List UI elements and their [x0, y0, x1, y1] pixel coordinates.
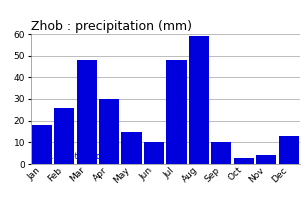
Bar	[32, 125, 52, 164]
Text: www.allmetsat.com: www.allmetsat.com	[33, 152, 108, 161]
Bar	[121, 132, 142, 164]
Bar	[54, 108, 74, 164]
Bar	[189, 36, 209, 164]
Bar	[99, 99, 119, 164]
Bar	[76, 60, 97, 164]
Bar	[278, 136, 299, 164]
Bar	[166, 60, 187, 164]
Bar	[211, 142, 231, 164]
Text: Zhob : precipitation (mm): Zhob : precipitation (mm)	[31, 20, 192, 33]
Bar	[256, 155, 276, 164]
Bar	[144, 142, 164, 164]
Bar	[234, 158, 254, 164]
